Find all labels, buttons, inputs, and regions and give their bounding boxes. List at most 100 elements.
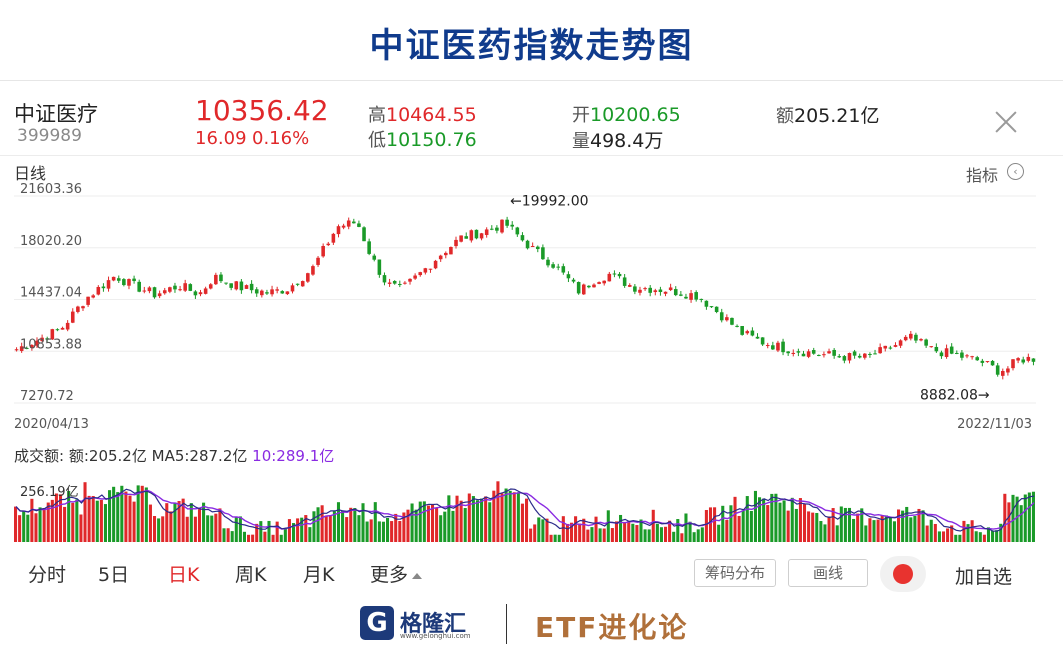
volume-bar [557, 534, 561, 542]
volume-bar [574, 516, 578, 542]
candle-body [413, 275, 417, 279]
candle-body [551, 264, 555, 268]
gelonghui-logo-url: www.gelonghui.com [400, 632, 471, 640]
candle-body [86, 296, 90, 305]
candle-body [106, 280, 111, 289]
volume-bar [128, 495, 132, 542]
candle-body [249, 283, 254, 291]
volume-ma5-text: MA5:287.2亿 [151, 447, 248, 465]
tab-5day[interactable]: 5日 [98, 564, 130, 586]
candle-body [776, 342, 780, 351]
candle-body [428, 268, 433, 270]
volume-bar [766, 505, 770, 542]
volume-bar [381, 521, 385, 542]
candle-body [489, 228, 494, 230]
add-to-watchlist-button[interactable]: 加自选 [955, 566, 1013, 588]
volume-bar [430, 504, 435, 542]
volume-bar [488, 502, 492, 542]
volume-bar [30, 498, 34, 542]
volume-bar [1019, 505, 1023, 542]
volume-bar [999, 523, 1003, 542]
volume-chart[interactable]: 256.19亿 [0, 455, 1063, 545]
record-dot-button[interactable] [880, 556, 926, 592]
candle-body [868, 353, 872, 355]
tab-week-k[interactable]: 周K [235, 564, 267, 586]
volume-bar [422, 501, 426, 542]
draw-line-button[interactable]: 画线 [788, 559, 868, 587]
volume-bar [880, 515, 884, 542]
candle-body [888, 347, 893, 349]
volume-bar [970, 520, 974, 542]
candle-body [515, 227, 520, 235]
volume-bar [905, 506, 909, 542]
volume-bar [328, 515, 332, 542]
low-label: 低 [368, 130, 386, 151]
candle-body [919, 339, 923, 341]
volume-bar [606, 510, 610, 542]
volume-bar [516, 492, 520, 542]
volume-bar [361, 503, 365, 542]
candle-body [561, 266, 566, 273]
chip-distribution-button[interactable]: 筹码分布 [694, 559, 776, 587]
candle-body [479, 233, 484, 239]
candle-body [346, 220, 351, 227]
volume-bar [782, 500, 786, 542]
volume-bar [508, 490, 512, 542]
volume-bar [700, 527, 704, 542]
candle-body [65, 322, 70, 330]
volume-bar [619, 514, 623, 542]
close-icon[interactable] [992, 108, 1020, 136]
volume-bar [54, 493, 58, 542]
volume-bar [897, 509, 901, 542]
chevron-left-circle-icon[interactable]: ‹ [1007, 163, 1024, 180]
candle-body [832, 349, 836, 356]
open-stat: 开10200.65 [572, 101, 681, 127]
amount-stat: 额205.21亿 [776, 101, 879, 128]
volume-bar [390, 521, 394, 542]
volume-bar [316, 507, 320, 542]
volume-bar [279, 534, 283, 542]
candle-body [290, 285, 295, 292]
volume-bar [414, 509, 418, 542]
volume-bar [684, 513, 688, 542]
volume-bar [610, 528, 614, 542]
volume-bar [929, 519, 933, 542]
candle-body [750, 330, 755, 336]
volume-bar [582, 518, 586, 542]
candle-body [19, 346, 24, 351]
candle-body [214, 274, 218, 285]
volume-bar [234, 517, 238, 542]
tab-intraday[interactable]: 分时 [28, 564, 67, 586]
volume-bar [386, 517, 390, 542]
volume-bar [304, 515, 308, 542]
volume-amount-text: 额:205.2亿 [68, 447, 147, 465]
volume-bar [655, 523, 659, 542]
candle-body [295, 283, 300, 285]
candle-body [786, 351, 790, 354]
tab-more[interactable]: 更多 [370, 560, 423, 587]
volume-bar [67, 490, 71, 542]
kline-chart[interactable]: 21603.3618020.2014437.0410853.887270.72 … [0, 180, 1063, 430]
candle-body [658, 289, 663, 293]
volume-bar [541, 519, 545, 542]
volume-bar [520, 503, 524, 542]
indicator-button[interactable]: 指标 [966, 166, 999, 185]
volume-bar [95, 500, 99, 542]
candle-body [40, 337, 44, 342]
tab-month-k[interactable]: 月K [303, 564, 335, 586]
candle-body [387, 282, 392, 284]
tab-more-label: 更多 [370, 564, 409, 586]
candle-body [403, 282, 407, 284]
volume-bar [300, 517, 304, 542]
volume-bar [320, 505, 324, 542]
volume-bar [214, 513, 218, 542]
tab-day-k[interactable]: 日K [168, 564, 200, 586]
candle-body [740, 326, 744, 335]
x-end-label: 2022/11/03 [957, 417, 1032, 430]
volume-bar [426, 505, 430, 542]
volume-bar [173, 502, 177, 542]
volume-bar [831, 508, 835, 542]
volume-bar [745, 496, 749, 542]
volume-bar [242, 531, 246, 542]
volume-bar [500, 493, 504, 542]
